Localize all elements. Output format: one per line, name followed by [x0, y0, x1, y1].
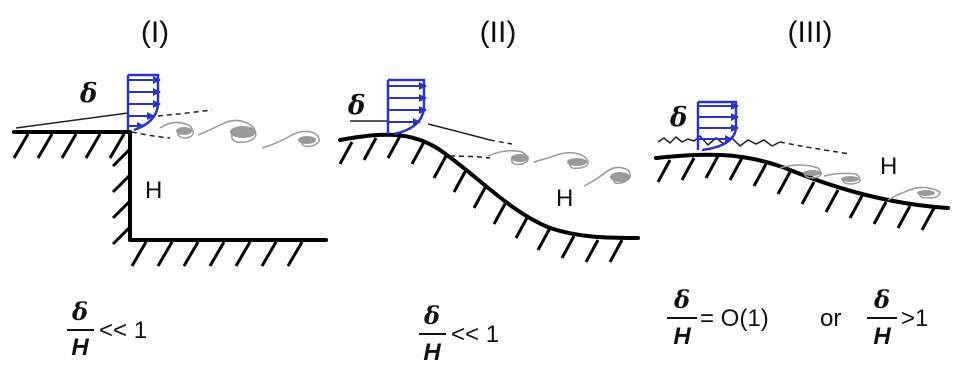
panel-3-wake-vortices [779, 164, 941, 201]
panel-2-hatching [338, 135, 624, 263]
panel-3-delta-label: δ [669, 103, 687, 133]
panel-1-delta-label: δ [79, 79, 97, 109]
panel-3-ratio-numerator: δ [673, 285, 690, 314]
panel-3-height-label: H [880, 153, 897, 180]
panel-3-ratio: δ H = O(1) or δ H >1 [667, 285, 928, 350]
panel-2-ratio-numerator: δ [423, 301, 440, 330]
panel-1-shear-layer [157, 109, 213, 117]
panel-1-numeral: (I) [141, 16, 169, 49]
panel-2-height-label: H [556, 185, 573, 212]
panel-1-ratio-relation: << 1 [99, 317, 147, 344]
panel-3-ratio-denominator: H [673, 323, 691, 350]
panel-3-hatching [656, 155, 936, 231]
panel-3: (III) [654, 16, 950, 350]
panel-1-hatching [12, 133, 304, 267]
panel-3-velocity-profile [696, 100, 739, 152]
panel-2-wall [338, 132, 640, 240]
panel-3-connector: or [820, 305, 841, 332]
panel-3-wall [654, 152, 950, 210]
panel-1-boundary-layer-edge [15, 112, 129, 129]
panel-2-ratio-relation: << 1 [451, 321, 499, 348]
panel-3-turbulent-edge [657, 134, 781, 147]
panel-1: (I) [12, 16, 328, 361]
panel-2-ratio: δ H << 1 [419, 301, 499, 366]
panel-3-alt-ratio-denominator: H [873, 323, 891, 350]
panel-2-wake-vortices [487, 149, 631, 187]
panel-3-ratio-relation: = O(1) [700, 305, 769, 332]
panel-1-wall [12, 130, 328, 242]
panel-3-alt-ratio-relation: >1 [901, 305, 928, 332]
panel-1-ratio-denominator: H [71, 334, 89, 361]
panel-2: (II) [338, 16, 640, 366]
panel-2-delta-label: δ [347, 91, 365, 121]
panel-3-numeral: (III) [788, 16, 833, 49]
panel-1-ratio: δ H << 1 [67, 297, 147, 361]
panel-2-velocity-profile [386, 78, 427, 136]
panel-3-alt-ratio-numerator: δ [873, 285, 890, 314]
panel-1-ratio-numerator: δ [71, 297, 88, 326]
panel-1-velocity-profile [126, 73, 161, 132]
panel-1-wake-vortices [159, 119, 320, 149]
panel-2-numeral: (II) [480, 16, 517, 49]
panel-1-height-label: H [145, 177, 162, 204]
panel-2-ratio-denominator: H [423, 339, 441, 366]
